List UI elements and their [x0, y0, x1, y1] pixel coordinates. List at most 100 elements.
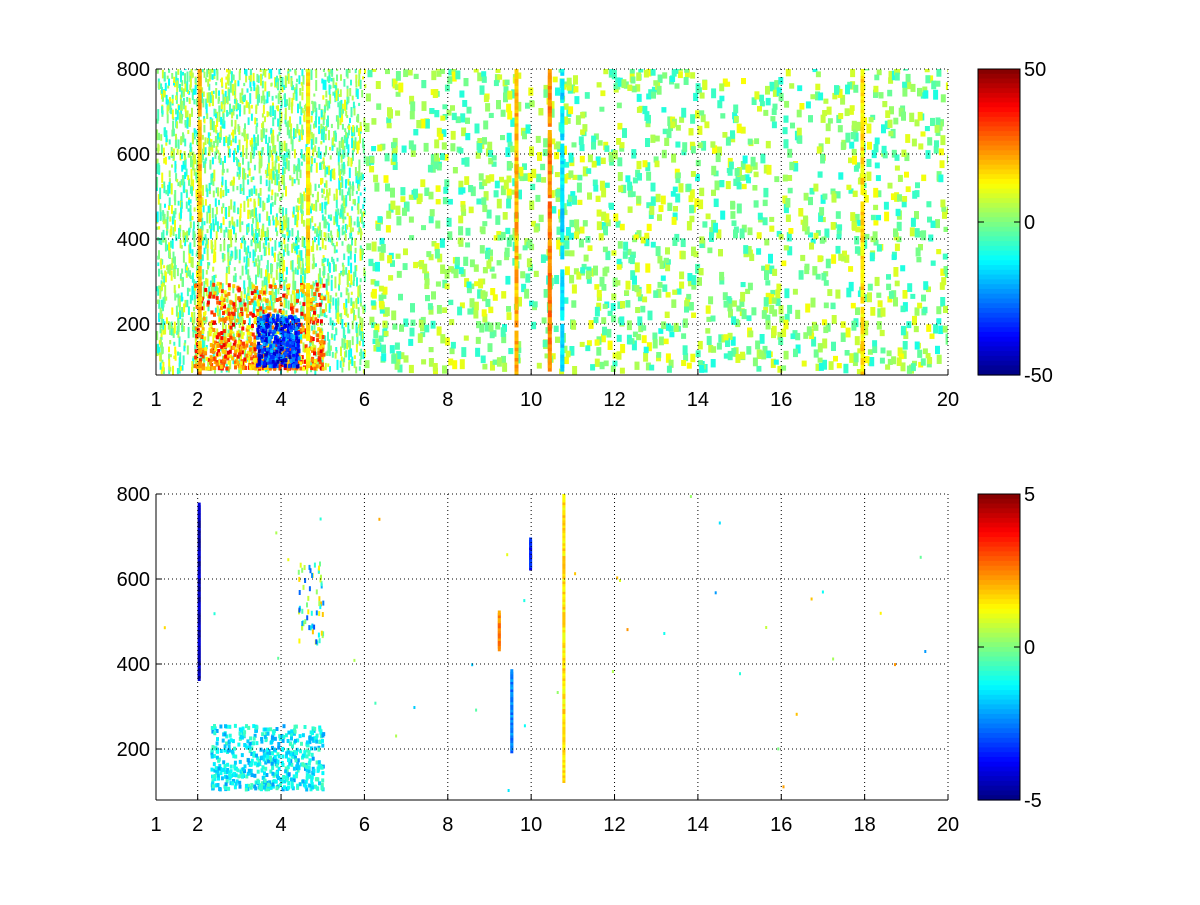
heatmap-cell	[316, 244, 319, 251]
heatmap-cell	[757, 106, 762, 112]
heatmap-cell	[270, 300, 273, 311]
heatmap-cell	[287, 283, 291, 288]
heatmap-cell	[601, 222, 607, 230]
heatmap-cell	[820, 114, 826, 123]
heatmap-cell	[226, 350, 230, 355]
heatmap-cell	[222, 343, 226, 348]
heatmap-cell	[231, 132, 233, 136]
heatmap-cell	[902, 290, 908, 299]
heatmap-cell	[326, 221, 329, 225]
heatmap-cell	[500, 185, 506, 196]
heatmap-cell	[333, 175, 336, 180]
heatmap-cell	[745, 164, 751, 173]
heatmap-cell	[231, 336, 235, 341]
heatmap-cell	[280, 273, 283, 282]
heatmap-cell	[364, 69, 367, 74]
heatmap-cell	[813, 232, 819, 239]
heatmap-cell	[650, 241, 656, 248]
heatmap-cell	[311, 348, 314, 353]
heatmap-cell	[326, 76, 329, 82]
heatmap-cell	[490, 288, 496, 296]
heatmap-cell	[222, 203, 225, 209]
heatmap-cell	[714, 180, 720, 191]
heatmap-cell	[163, 185, 166, 194]
heatmap-cell	[188, 178, 190, 186]
heatmap-cell	[867, 283, 873, 291]
heatmap-cell	[734, 318, 740, 326]
heatmap-cell	[375, 261, 380, 272]
heatmap-cell	[328, 262, 331, 273]
heatmap-cell	[272, 277, 275, 284]
heatmap-cell	[683, 353, 689, 362]
heatmap-cell	[549, 69, 555, 70]
heatmap-cell	[318, 116, 321, 125]
heatmap-cell	[634, 262, 640, 273]
heatmap-cell	[202, 286, 205, 299]
heatmap-cell	[920, 131, 926, 137]
heatmap-cell	[291, 228, 294, 237]
heatmap-cell	[646, 171, 652, 181]
heatmap-cell	[282, 249, 285, 257]
heatmap-cell	[231, 222, 234, 228]
heatmap-cell	[219, 126, 222, 133]
heatmap-cell	[214, 214, 217, 218]
heatmap-cell	[850, 69, 856, 78]
heatmap-cell	[301, 69, 304, 77]
heatmap-cell	[202, 311, 206, 316]
heatmap-cell	[196, 269, 198, 278]
heatmap-cell	[178, 105, 180, 110]
heatmap-cell	[238, 260, 241, 264]
heatmap-cell	[600, 333, 606, 343]
heatmap-cell	[235, 151, 238, 155]
heatmap-cell	[825, 137, 831, 144]
heatmap-cell	[357, 184, 360, 192]
heatmap-cell	[328, 348, 331, 357]
heatmap-cell	[251, 223, 254, 236]
heatmap-cell	[235, 333, 239, 337]
heatmap-cell	[355, 81, 358, 88]
heatmap-cell	[271, 155, 274, 161]
heatmap-cell	[232, 305, 236, 310]
heatmap-cell	[222, 160, 224, 172]
heatmap-cell	[331, 352, 334, 358]
heatmap-cell	[271, 264, 274, 273]
heatmap-cell	[654, 135, 660, 142]
heatmap-cell	[315, 364, 319, 369]
heatmap-cell	[339, 313, 342, 317]
heatmap-cell	[248, 168, 251, 176]
heatmap-cell	[229, 323, 232, 327]
heatmap-cell	[657, 255, 663, 264]
heatmap-cell	[925, 353, 931, 359]
heatmap-cell	[266, 211, 269, 221]
heatmap-cell	[240, 354, 242, 361]
heatmap-cell	[267, 273, 270, 284]
heatmap-cell	[234, 293, 237, 306]
heatmap-cell	[838, 172, 844, 180]
heatmap-cell	[263, 231, 266, 237]
heatmap-cell	[265, 134, 268, 144]
heatmap-cell	[347, 322, 350, 334]
heatmap-cell	[161, 359, 164, 364]
heatmap-cell	[329, 366, 331, 372]
heatmap-cell	[394, 84, 400, 91]
heatmap-cell	[377, 216, 383, 223]
heatmap-cell	[347, 96, 350, 103]
heatmap-cell	[339, 185, 341, 196]
heatmap-cell	[640, 236, 646, 244]
heatmap-cell	[815, 83, 821, 91]
heatmap-cell	[811, 336, 817, 347]
heatmap-cell	[857, 348, 863, 354]
heatmap-cell	[543, 138, 549, 148]
heatmap-cell	[367, 69, 373, 78]
heatmap-cell	[679, 281, 685, 289]
heatmap-cell	[770, 358, 776, 368]
heatmap-cell	[311, 263, 314, 270]
heatmap-cell	[591, 135, 597, 143]
heatmap-cell	[327, 192, 330, 205]
heatmap-cell	[213, 312, 216, 317]
heatmap-cell	[174, 350, 177, 361]
heatmap-cell	[778, 234, 784, 240]
heatmap-cell	[486, 260, 492, 269]
heatmap-cell	[602, 267, 608, 277]
heatmap-cell	[334, 352, 337, 359]
